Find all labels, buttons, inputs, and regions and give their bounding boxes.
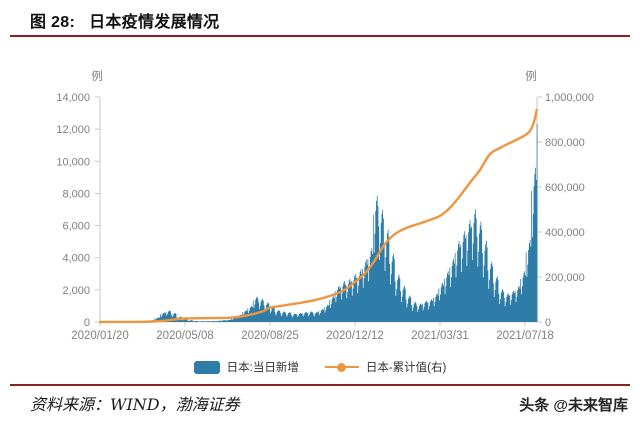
figure-title: 图 28: 日本疫情发展情况 bbox=[30, 8, 219, 32]
bar-series-swatch-icon bbox=[193, 360, 220, 374]
left-axis-tick-label: 4,000 bbox=[62, 253, 90, 265]
title-divider-line bbox=[10, 35, 630, 37]
right-axis-tick-label: 400,000 bbox=[545, 227, 585, 239]
left-axis-unit-label: 例 bbox=[91, 69, 103, 83]
daily-new-cases-bar-path bbox=[100, 123, 538, 322]
legend-item-daily-new: 日本:当日新增 bbox=[193, 359, 299, 375]
chart-legend: 日本:当日新增 日本-累计值(右) bbox=[0, 359, 640, 375]
footer-divider-line bbox=[10, 384, 630, 386]
x-axis-tick-label: 2020/05/08 bbox=[156, 330, 214, 342]
legend-item-cumulative: 日本-累计值(右) bbox=[324, 359, 447, 375]
left-axis-tick-label: 6,000 bbox=[62, 221, 90, 233]
figure-title-text: 日本疫情发展情况 bbox=[89, 14, 220, 31]
right-axis-tick-label: 800,000 bbox=[545, 137, 585, 149]
left-axis-tick-label: 2,000 bbox=[62, 285, 90, 297]
x-axis-tick-label: 2020/12/12 bbox=[326, 330, 384, 342]
x-axis-tick-label: 2020/08/25 bbox=[241, 330, 299, 342]
right-axis-tick-label: 200,000 bbox=[545, 272, 585, 284]
right-axis-unit-label: 例 bbox=[525, 69, 537, 83]
japan-epidemic-combo-chart: 例例14,00012,00010,0008,0006,0004,0002,000… bbox=[56, 69, 594, 342]
left-axis-tick-label: 10,000 bbox=[56, 156, 90, 168]
daily-new-cases-bars bbox=[100, 123, 538, 322]
right-axis-tick-label: 600,000 bbox=[545, 182, 585, 194]
watermark-text: 头条 @未来智库 bbox=[519, 397, 628, 414]
right-axis-tick-label: 1,000,000 bbox=[545, 92, 594, 104]
left-axis-tick-label: 14,000 bbox=[56, 92, 90, 104]
cumulative-line-path bbox=[98, 108, 538, 324]
legend-label-cumulative: 日本-累计值(右) bbox=[365, 362, 447, 374]
legend-label-daily-new: 日本:当日新增 bbox=[226, 362, 299, 374]
left-axis-tick-label: 0 bbox=[84, 317, 90, 329]
x-axis-tick-label: 2021/03/31 bbox=[411, 330, 469, 342]
x-axis-tick-label: 2020/01/20 bbox=[71, 330, 129, 342]
axis-tick-labels: 例例14,00012,00010,0008,0006,0004,0002,000… bbox=[56, 69, 594, 342]
line-series-marker-icon bbox=[324, 362, 359, 372]
x-axis-tick-label: 2021/07/18 bbox=[496, 330, 554, 342]
left-axis-tick-label: 12,000 bbox=[56, 124, 90, 136]
left-axis-tick-label: 8,000 bbox=[62, 188, 90, 200]
data-source-note: 资料来源：WIND，渤海证券 bbox=[30, 395, 240, 414]
cumulative-cases-line bbox=[98, 108, 538, 324]
right-axis-tick-label: 0 bbox=[545, 317, 551, 329]
figure-number-label: 图 28: bbox=[30, 14, 76, 31]
